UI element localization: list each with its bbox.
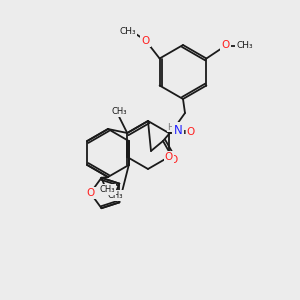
Text: O: O [187,127,195,137]
Text: CH₃: CH₃ [236,41,253,50]
Text: CH₃: CH₃ [119,27,136,36]
Text: CH₃: CH₃ [108,191,123,200]
Text: H: H [168,122,174,131]
Text: O: O [142,35,150,46]
Text: CH₃: CH₃ [100,185,115,194]
Text: CH₃: CH₃ [112,107,127,116]
Text: O: O [169,155,177,165]
Text: N: N [174,124,182,136]
Text: O: O [165,152,173,162]
Text: O: O [86,188,94,198]
Text: O: O [221,40,230,50]
